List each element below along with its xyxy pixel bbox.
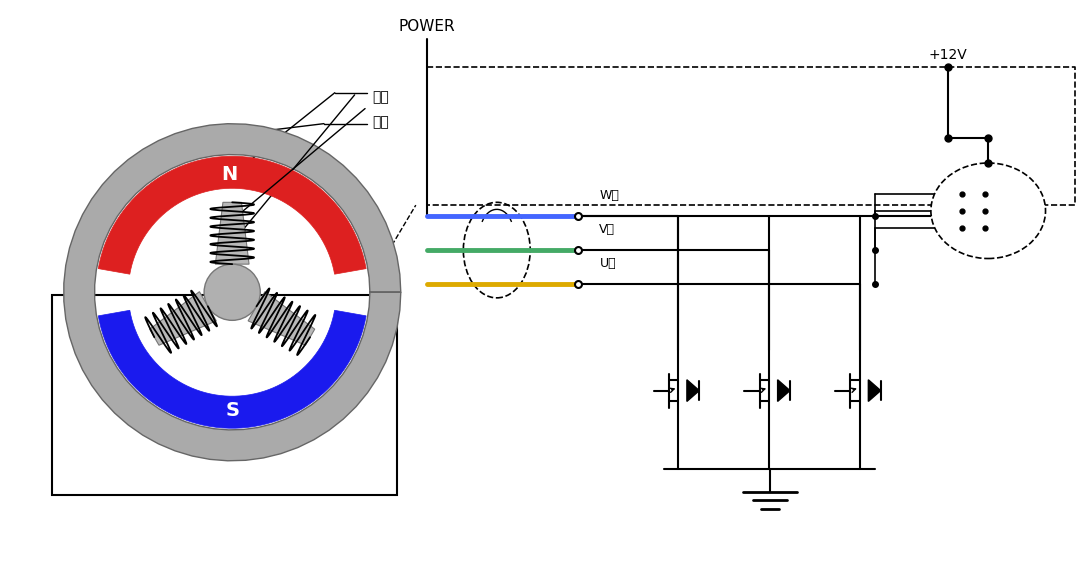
Text: U相: U相 — [599, 257, 616, 270]
Bar — [52, 295, 397, 495]
Ellipse shape — [931, 163, 1045, 259]
Polygon shape — [687, 380, 699, 401]
Polygon shape — [868, 380, 880, 401]
Polygon shape — [215, 202, 249, 264]
Polygon shape — [98, 310, 366, 428]
Text: S: S — [226, 401, 239, 420]
Polygon shape — [248, 292, 314, 345]
Text: POWER: POWER — [399, 19, 455, 34]
Text: W相: W相 — [599, 189, 619, 202]
Text: +12V: +12V — [929, 48, 968, 62]
Text: 转子: 转子 — [373, 90, 390, 104]
Polygon shape — [778, 380, 789, 401]
Polygon shape — [150, 292, 216, 345]
Text: 定子: 定子 — [373, 115, 390, 129]
Polygon shape — [64, 124, 401, 461]
Text: V相: V相 — [599, 223, 616, 236]
Text: N: N — [221, 165, 238, 184]
Ellipse shape — [204, 264, 260, 320]
Polygon shape — [98, 156, 366, 274]
